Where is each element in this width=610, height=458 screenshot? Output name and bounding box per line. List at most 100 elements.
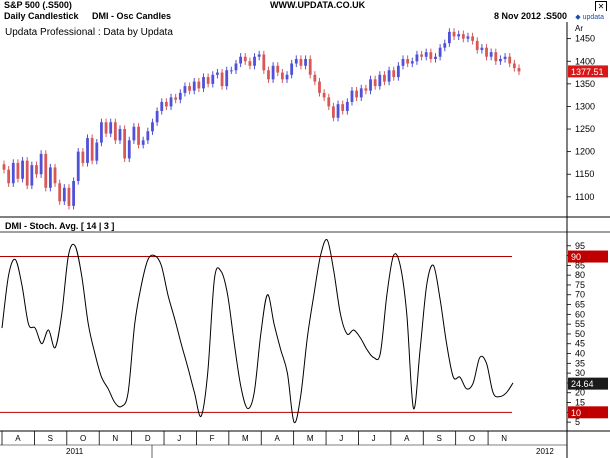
- candle-body: [53, 167, 57, 184]
- osc-tick-label: 60: [575, 309, 585, 319]
- month-label: M: [242, 434, 249, 443]
- candle-body: [271, 65, 275, 80]
- month-label: O: [469, 434, 475, 443]
- candle-body: [234, 63, 238, 71]
- candle-body: [100, 122, 103, 143]
- candle-body: [401, 58, 405, 66]
- symbol-title: S&P 500 (.S500): [4, 0, 72, 10]
- candle-body: [104, 122, 108, 134]
- month-label: J: [177, 434, 181, 443]
- osc-tick-label: 45: [575, 339, 585, 349]
- osc-tick-label: 15: [575, 398, 585, 408]
- candle-body: [452, 31, 456, 37]
- candle-body: [58, 183, 62, 202]
- candle-body: [174, 97, 178, 100]
- candle-body: [503, 56, 507, 59]
- oscillator-line: [1, 238, 514, 424]
- candle-body: [438, 47, 442, 57]
- candle-body: [137, 126, 140, 145]
- candle-body: [322, 92, 326, 98]
- date-symbol-label: 8 Nov 2012 .S500: [494, 11, 568, 21]
- candle-body: [318, 81, 321, 93]
- candle-body: [30, 165, 34, 186]
- x-axis: A S O N D J F M A M J J A S O N 2011 2012: [0, 431, 567, 458]
- candle-body: [508, 56, 512, 64]
- candle-body: [248, 61, 252, 66]
- candle-body: [517, 68, 521, 72]
- osc-tick-label: 40: [575, 349, 585, 359]
- candle-body: [434, 56, 437, 59]
- price-axis: 1100 1150 1200 1250 1300 1350 1400 1450 1377.51: [567, 34, 608, 202]
- osc-tick-label: 5: [575, 417, 580, 427]
- price-tick-label: 1450: [575, 34, 595, 44]
- candle-body: [448, 31, 451, 44]
- osc-tick-label: 70: [575, 290, 585, 300]
- candle-body: [373, 79, 377, 87]
- candle-body: [141, 140, 145, 145]
- price-tick-label: 1150: [575, 169, 594, 179]
- candle-body: [225, 70, 229, 87]
- oscillator-title: DMI - Stoch. Avg. [ 14 | 3 ]: [5, 221, 114, 231]
- candle-body: [188, 86, 191, 91]
- candle-body: [202, 77, 205, 89]
- candle-body: [415, 54, 419, 62]
- lower-level-tag-label: 10: [571, 408, 581, 418]
- oscillator-series-line: [1, 238, 514, 424]
- month-label: N: [501, 434, 507, 443]
- price-panel: [0, 22, 567, 217]
- price-annotation: Updata Professional : Data by Updata: [5, 27, 173, 38]
- candle-body: [359, 88, 363, 98]
- price-tick-label: 1300: [575, 101, 595, 111]
- candle-body: [220, 72, 224, 87]
- candle-body: [211, 74, 215, 84]
- candle-body: [512, 63, 516, 69]
- osc-tick-label: 75: [575, 280, 585, 290]
- scale-label: Ar: [575, 24, 583, 33]
- month-label: A: [15, 434, 21, 443]
- candle-body: [243, 56, 247, 62]
- candle-body: [239, 56, 243, 64]
- price-tick-label: 1400: [575, 56, 595, 66]
- candle-body: [290, 63, 294, 75]
- candle-body: [62, 187, 66, 202]
- candle-body: [299, 58, 303, 66]
- candle-body: [44, 153, 48, 188]
- last-price-label: 1377.51: [571, 67, 604, 77]
- month-label: O: [80, 434, 86, 443]
- candle-body: [206, 77, 210, 84]
- osc-tick-label: 65: [575, 300, 585, 310]
- candle-body: [72, 181, 75, 206]
- osc-tick-label: 95: [575, 241, 585, 251]
- candle-body: [118, 129, 122, 141]
- month-label: S: [48, 434, 53, 443]
- candle-body: [178, 92, 182, 100]
- candle-body: [86, 138, 89, 163]
- month-label: N: [112, 434, 118, 443]
- candle-body: [127, 140, 131, 159]
- candle-body: [76, 151, 80, 182]
- month-label: M: [307, 434, 314, 443]
- candle-body: [2, 164, 6, 170]
- price-candles: [2, 28, 521, 210]
- candle-body: [90, 138, 94, 161]
- candle-body: [21, 160, 24, 179]
- candle-body: [11, 162, 15, 184]
- candle-body: [151, 122, 154, 132]
- month-label: D: [145, 434, 151, 443]
- osc-tick-label: 20: [575, 388, 585, 398]
- price-tick-label: 1100: [575, 192, 594, 202]
- candle-body: [406, 58, 410, 64]
- last-value-tag-label: 24.64: [571, 379, 594, 389]
- candle-body: [308, 58, 312, 75]
- candle-body: [410, 61, 414, 64]
- candle-body: [364, 88, 368, 91]
- candle-body: [457, 34, 461, 37]
- candle-body: [132, 126, 136, 141]
- oscillator-axis: 5101520253035404550556065707580859095902…: [567, 241, 608, 427]
- candle-body: [387, 70, 391, 82]
- candle-body: [35, 165, 38, 175]
- candle-body: [123, 129, 127, 159]
- candle-body: [294, 58, 298, 64]
- candle-body: [67, 187, 71, 206]
